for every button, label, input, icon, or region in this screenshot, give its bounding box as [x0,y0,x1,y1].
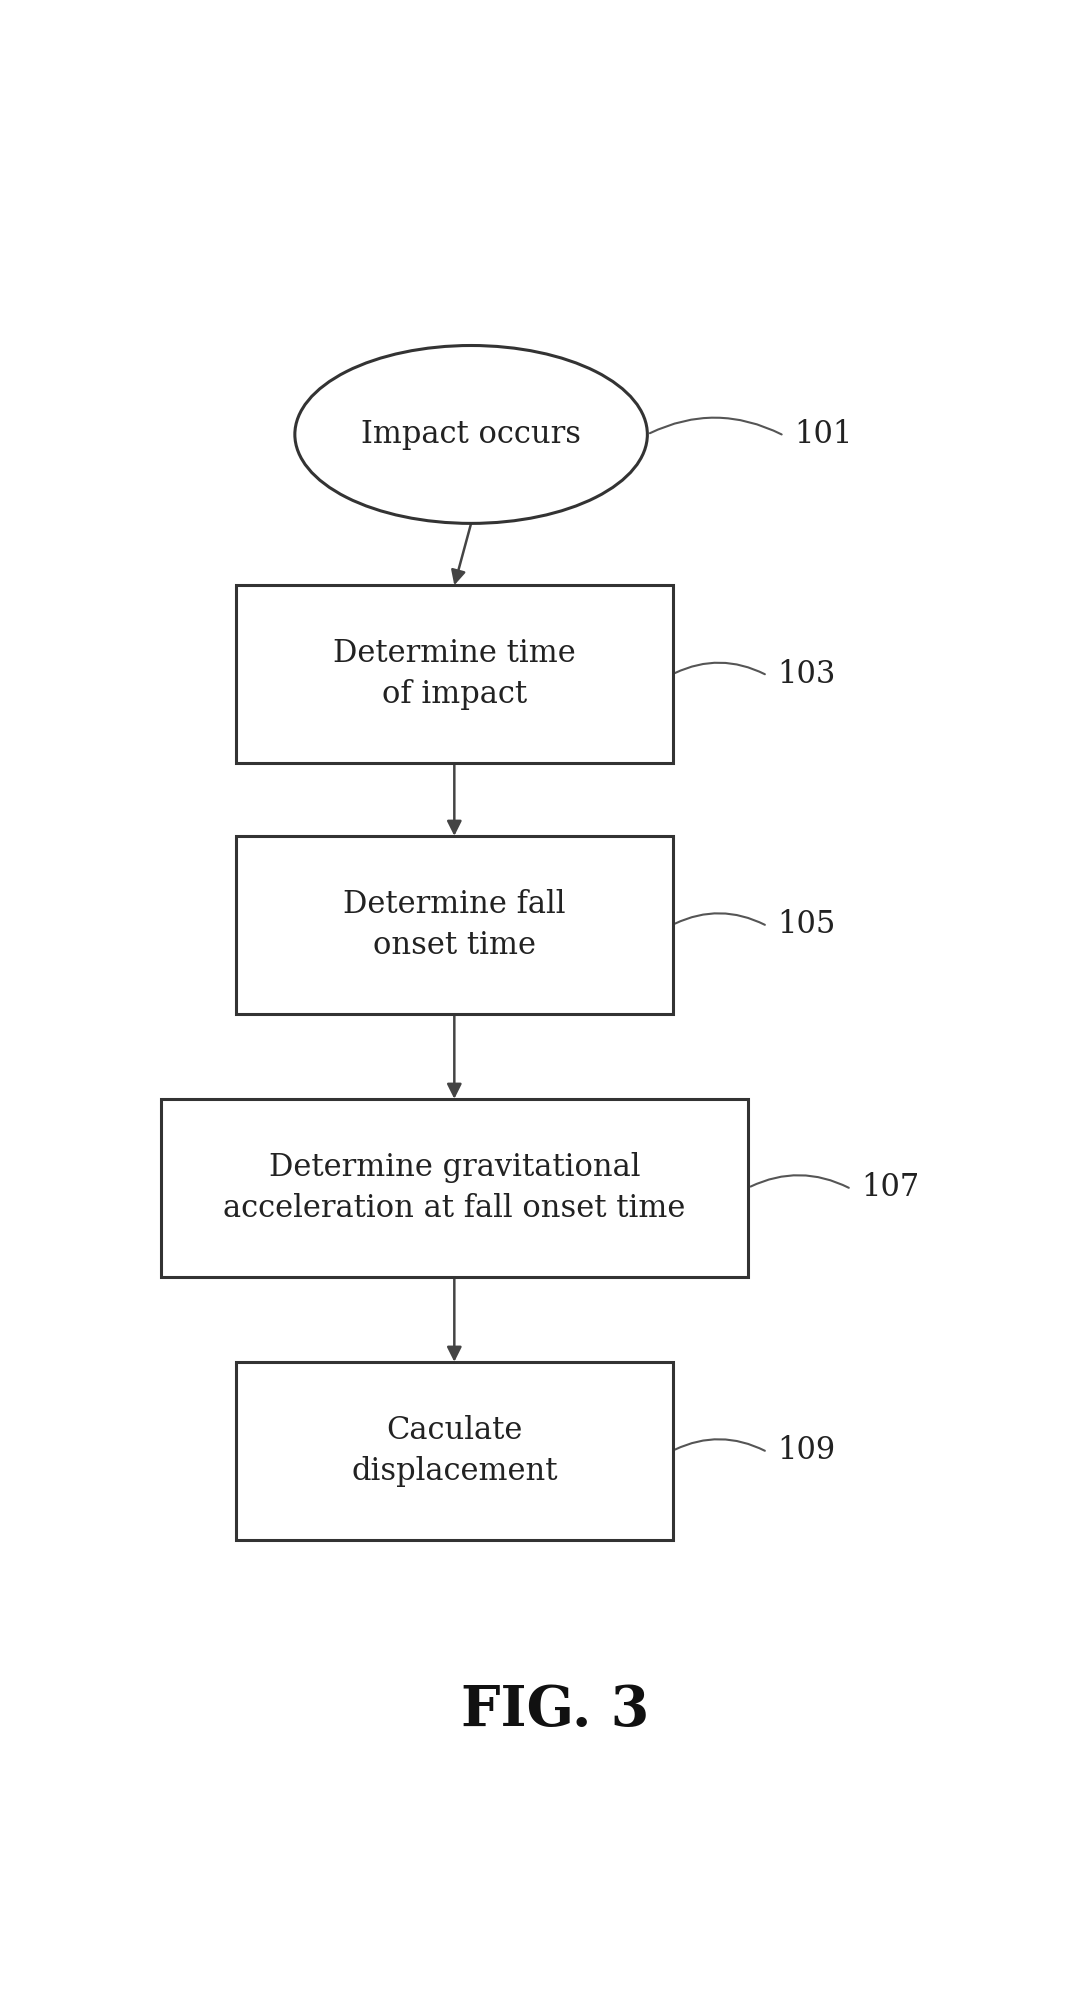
Text: Impact occurs: Impact occurs [361,420,582,450]
FancyBboxPatch shape [236,585,673,763]
Text: Caculate
displacement: Caculate displacement [351,1414,558,1487]
FancyBboxPatch shape [160,1099,748,1278]
Text: 101: 101 [794,420,852,450]
Text: Determine gravitational
acceleration at fall onset time: Determine gravitational acceleration at … [223,1151,686,1223]
Text: 103: 103 [778,659,836,689]
Text: 105: 105 [778,910,836,940]
Text: 109: 109 [778,1434,836,1467]
Text: Determine fall
onset time: Determine fall onset time [343,890,565,960]
Text: FIG. 3: FIG. 3 [461,1684,649,1738]
Text: Determine time
of impact: Determine time of impact [332,639,576,709]
FancyBboxPatch shape [236,1362,673,1539]
FancyBboxPatch shape [236,836,673,1015]
Text: 107: 107 [861,1173,919,1203]
Ellipse shape [295,346,648,524]
